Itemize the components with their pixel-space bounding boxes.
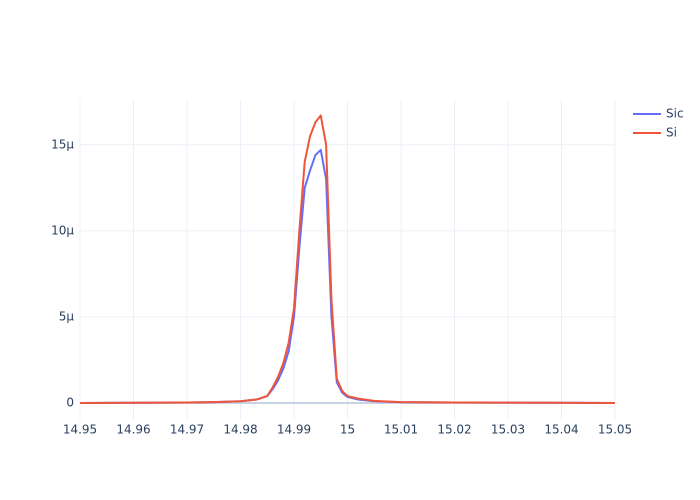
x-tick-label: 14.98 bbox=[223, 423, 257, 437]
x-tick-label: 14.95 bbox=[63, 423, 97, 437]
x-tick-label: 15.02 bbox=[437, 423, 471, 437]
x-tick-label: 14.99 bbox=[277, 423, 311, 437]
x-tick-label: 15.04 bbox=[544, 423, 578, 437]
y-tick-label: 15μ bbox=[51, 137, 74, 151]
x-tick-label: 15.05 bbox=[598, 423, 632, 437]
x-tick-label: 14.96 bbox=[116, 423, 150, 437]
y-tick-label: 0 bbox=[66, 395, 74, 409]
plot-area bbox=[80, 114, 615, 404]
y-tick-label: 5μ bbox=[59, 309, 75, 323]
legend-label: Si bbox=[666, 126, 677, 140]
x-tick-label: 15.03 bbox=[491, 423, 525, 437]
x-tick-label: 15 bbox=[340, 423, 355, 437]
x-tick-label: 15.01 bbox=[384, 423, 418, 437]
legend-label: Sic bbox=[666, 107, 684, 121]
line bbox=[80, 114, 615, 404]
x-tick-label: 14.97 bbox=[170, 423, 204, 437]
y-tick-label: 10μ bbox=[51, 223, 74, 237]
